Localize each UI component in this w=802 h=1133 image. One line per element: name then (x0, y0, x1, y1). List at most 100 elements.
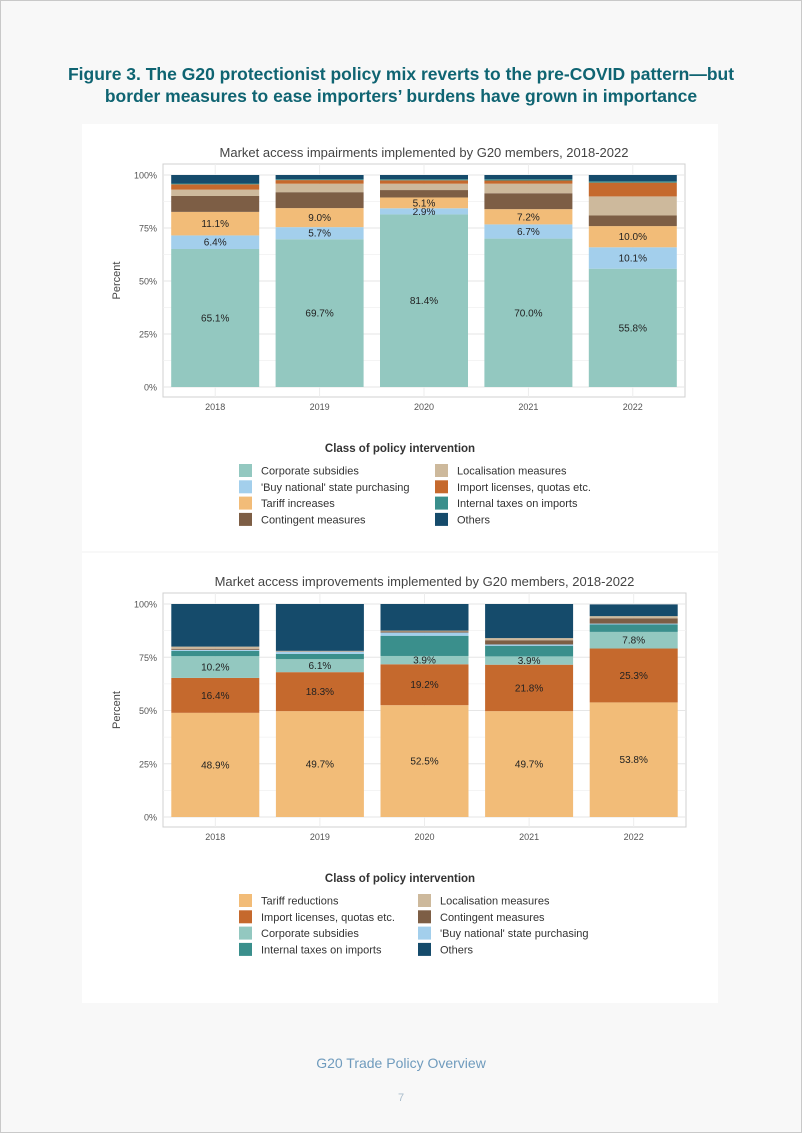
bar-contingent-measures-2021 (485, 640, 574, 645)
legend-title: Class of policy intervention (325, 873, 475, 885)
legend-item-localisation-measures: Localisation measures (418, 894, 550, 908)
x-tick-label: 2018 (205, 832, 225, 842)
bar-others-2022 (588, 175, 677, 182)
bar-others-2018 (171, 604, 260, 647)
data-label: 7.8% (622, 636, 645, 647)
bar-tariff-increases-2019 (275, 208, 364, 228)
bar-contingent-measures-2022 (589, 618, 678, 624)
bar-buy-national-state-purchasing-2021 (484, 224, 573, 239)
bar-contingent-measures-2020 (380, 631, 469, 633)
legend-label: Localisation measures (440, 896, 550, 908)
bar-tariff-increases-2020 (380, 197, 468, 209)
legend-swatch (239, 942, 252, 956)
x-tick-label: 2022 (624, 832, 644, 842)
data-label: 70.0% (514, 308, 542, 319)
bar-corporate-subsidies-2022 (588, 268, 677, 387)
legend-swatch (435, 496, 448, 510)
bar-others-2022 (589, 604, 678, 617)
improvements-chart: Market access improvements implemented b… (111, 574, 687, 956)
bar-localisation-measures-2020 (380, 183, 468, 191)
bar-import-licenses-quotas-etc-2020 (380, 664, 469, 706)
data-label: 3.9% (413, 656, 436, 667)
legend-swatch (435, 512, 448, 526)
data-label: 3.9% (518, 656, 541, 667)
y-tick-label: 100% (134, 600, 157, 610)
data-label: 25.3% (620, 671, 648, 682)
page-number: 7 (397, 1092, 405, 1104)
bar-buy-national-state-purchasing-2022 (589, 623, 678, 625)
legend-title: Class of policy intervention (325, 443, 475, 455)
data-label: 6.4% (204, 238, 227, 249)
x-tick-label: 2018 (205, 402, 225, 412)
bar-others-2019 (275, 175, 364, 180)
data-label: 11.1% (201, 219, 229, 230)
legend-item-internal-taxes-on-imports: Internal taxes on imports (239, 942, 382, 956)
legend-label: Import licenses, quotas etc. (457, 482, 591, 494)
y-tick-label: 75% (139, 653, 157, 663)
y-tick-label: 75% (139, 224, 157, 234)
bar-others-2019 (275, 604, 364, 651)
bar-internal-taxes-on-imports-2018 (171, 183, 260, 185)
bar-internal-taxes-on-imports-2019 (275, 653, 364, 660)
legend-label: 'Buy national' state purchasing (261, 482, 410, 494)
bar-import-licenses-quotas-etc-2019 (275, 672, 364, 712)
bar-internal-taxes-on-imports-2018 (171, 650, 260, 657)
data-label: 6.7% (517, 227, 540, 238)
data-label: 16.4% (201, 691, 229, 702)
bar-localisation-measures-2018 (171, 189, 260, 196)
legend-label: Tariff reductions (261, 896, 339, 908)
bar-localisation-measures-2019 (275, 183, 364, 193)
legend-label: Contingent measures (440, 912, 545, 924)
y-tick-label: 50% (139, 277, 157, 287)
legend-swatch (239, 910, 252, 924)
legend-label: Corporate subsidies (261, 466, 359, 478)
y-axis-label: Percent (111, 262, 123, 300)
bar-buy-national-state-purchasing-2018 (171, 649, 260, 651)
data-label: 81.4% (410, 296, 438, 307)
legend-swatch (239, 496, 252, 510)
bar-internal-taxes-on-imports-2022 (588, 181, 677, 183)
legend-swatch (418, 894, 431, 907)
bar-contingent-measures-2018 (171, 195, 260, 212)
bar-buy-national-state-purchasing-2019 (275, 651, 364, 654)
y-tick-label: 25% (139, 759, 157, 769)
legend-label: Import licenses, quotas etc. (261, 912, 395, 924)
bar-localisation-measures-2018 (171, 646, 260, 649)
legend-item-tariff-increases: Tariff increases (239, 496, 335, 510)
y-tick-label: 0% (144, 383, 157, 393)
legend-swatch (239, 926, 252, 940)
bar-corporate-subsidies-2019 (275, 659, 364, 673)
bar-corporate-subsidies-2018 (171, 656, 260, 678)
legend-swatch (418, 926, 431, 940)
x-tick-label: 2019 (310, 402, 330, 412)
data-label: 65.1% (201, 313, 229, 324)
legend-swatch (418, 910, 431, 924)
legend-swatch (435, 464, 448, 477)
bar-corporate-subsidies-2020 (380, 214, 468, 387)
bar-localisation-measures-2022 (589, 616, 678, 619)
bar-buy-national-state-purchasing-2021 (485, 644, 574, 646)
figure-title-line-1: Figure 3. The G20 protectionist policy m… (67, 64, 735, 84)
bar-contingent-measures-2021 (484, 193, 573, 210)
data-label: 19.2% (410, 680, 438, 691)
legend-label: Others (440, 944, 474, 956)
data-label: 9.0% (308, 213, 331, 224)
bar-others-2020 (380, 604, 469, 631)
y-tick-label: 0% (144, 813, 157, 823)
bar-contingent-measures-2020 (380, 190, 468, 198)
bar-buy-national-state-purchasing-2019 (275, 227, 364, 240)
bar-internal-taxes-on-imports-2020 (380, 635, 469, 656)
bar-corporate-subsidies-2021 (484, 238, 573, 387)
data-label: 52.5% (410, 757, 438, 768)
bar-localisation-measures-2021 (484, 183, 573, 194)
bar-tariff-reductions-2022 (589, 702, 678, 817)
bar-corporate-subsidies-2021 (485, 656, 574, 665)
bar-buy-national-state-purchasing-2018 (171, 235, 260, 249)
bar-others-2021 (485, 604, 574, 639)
bar-internal-taxes-on-imports-2021 (484, 179, 573, 181)
data-label: 10.1% (619, 253, 647, 264)
bar-internal-taxes-on-imports-2019 (275, 179, 364, 181)
y-tick-label: 25% (139, 330, 157, 340)
bar-import-licenses-quotas-etc-2018 (171, 677, 260, 713)
legend-swatch (418, 942, 431, 956)
